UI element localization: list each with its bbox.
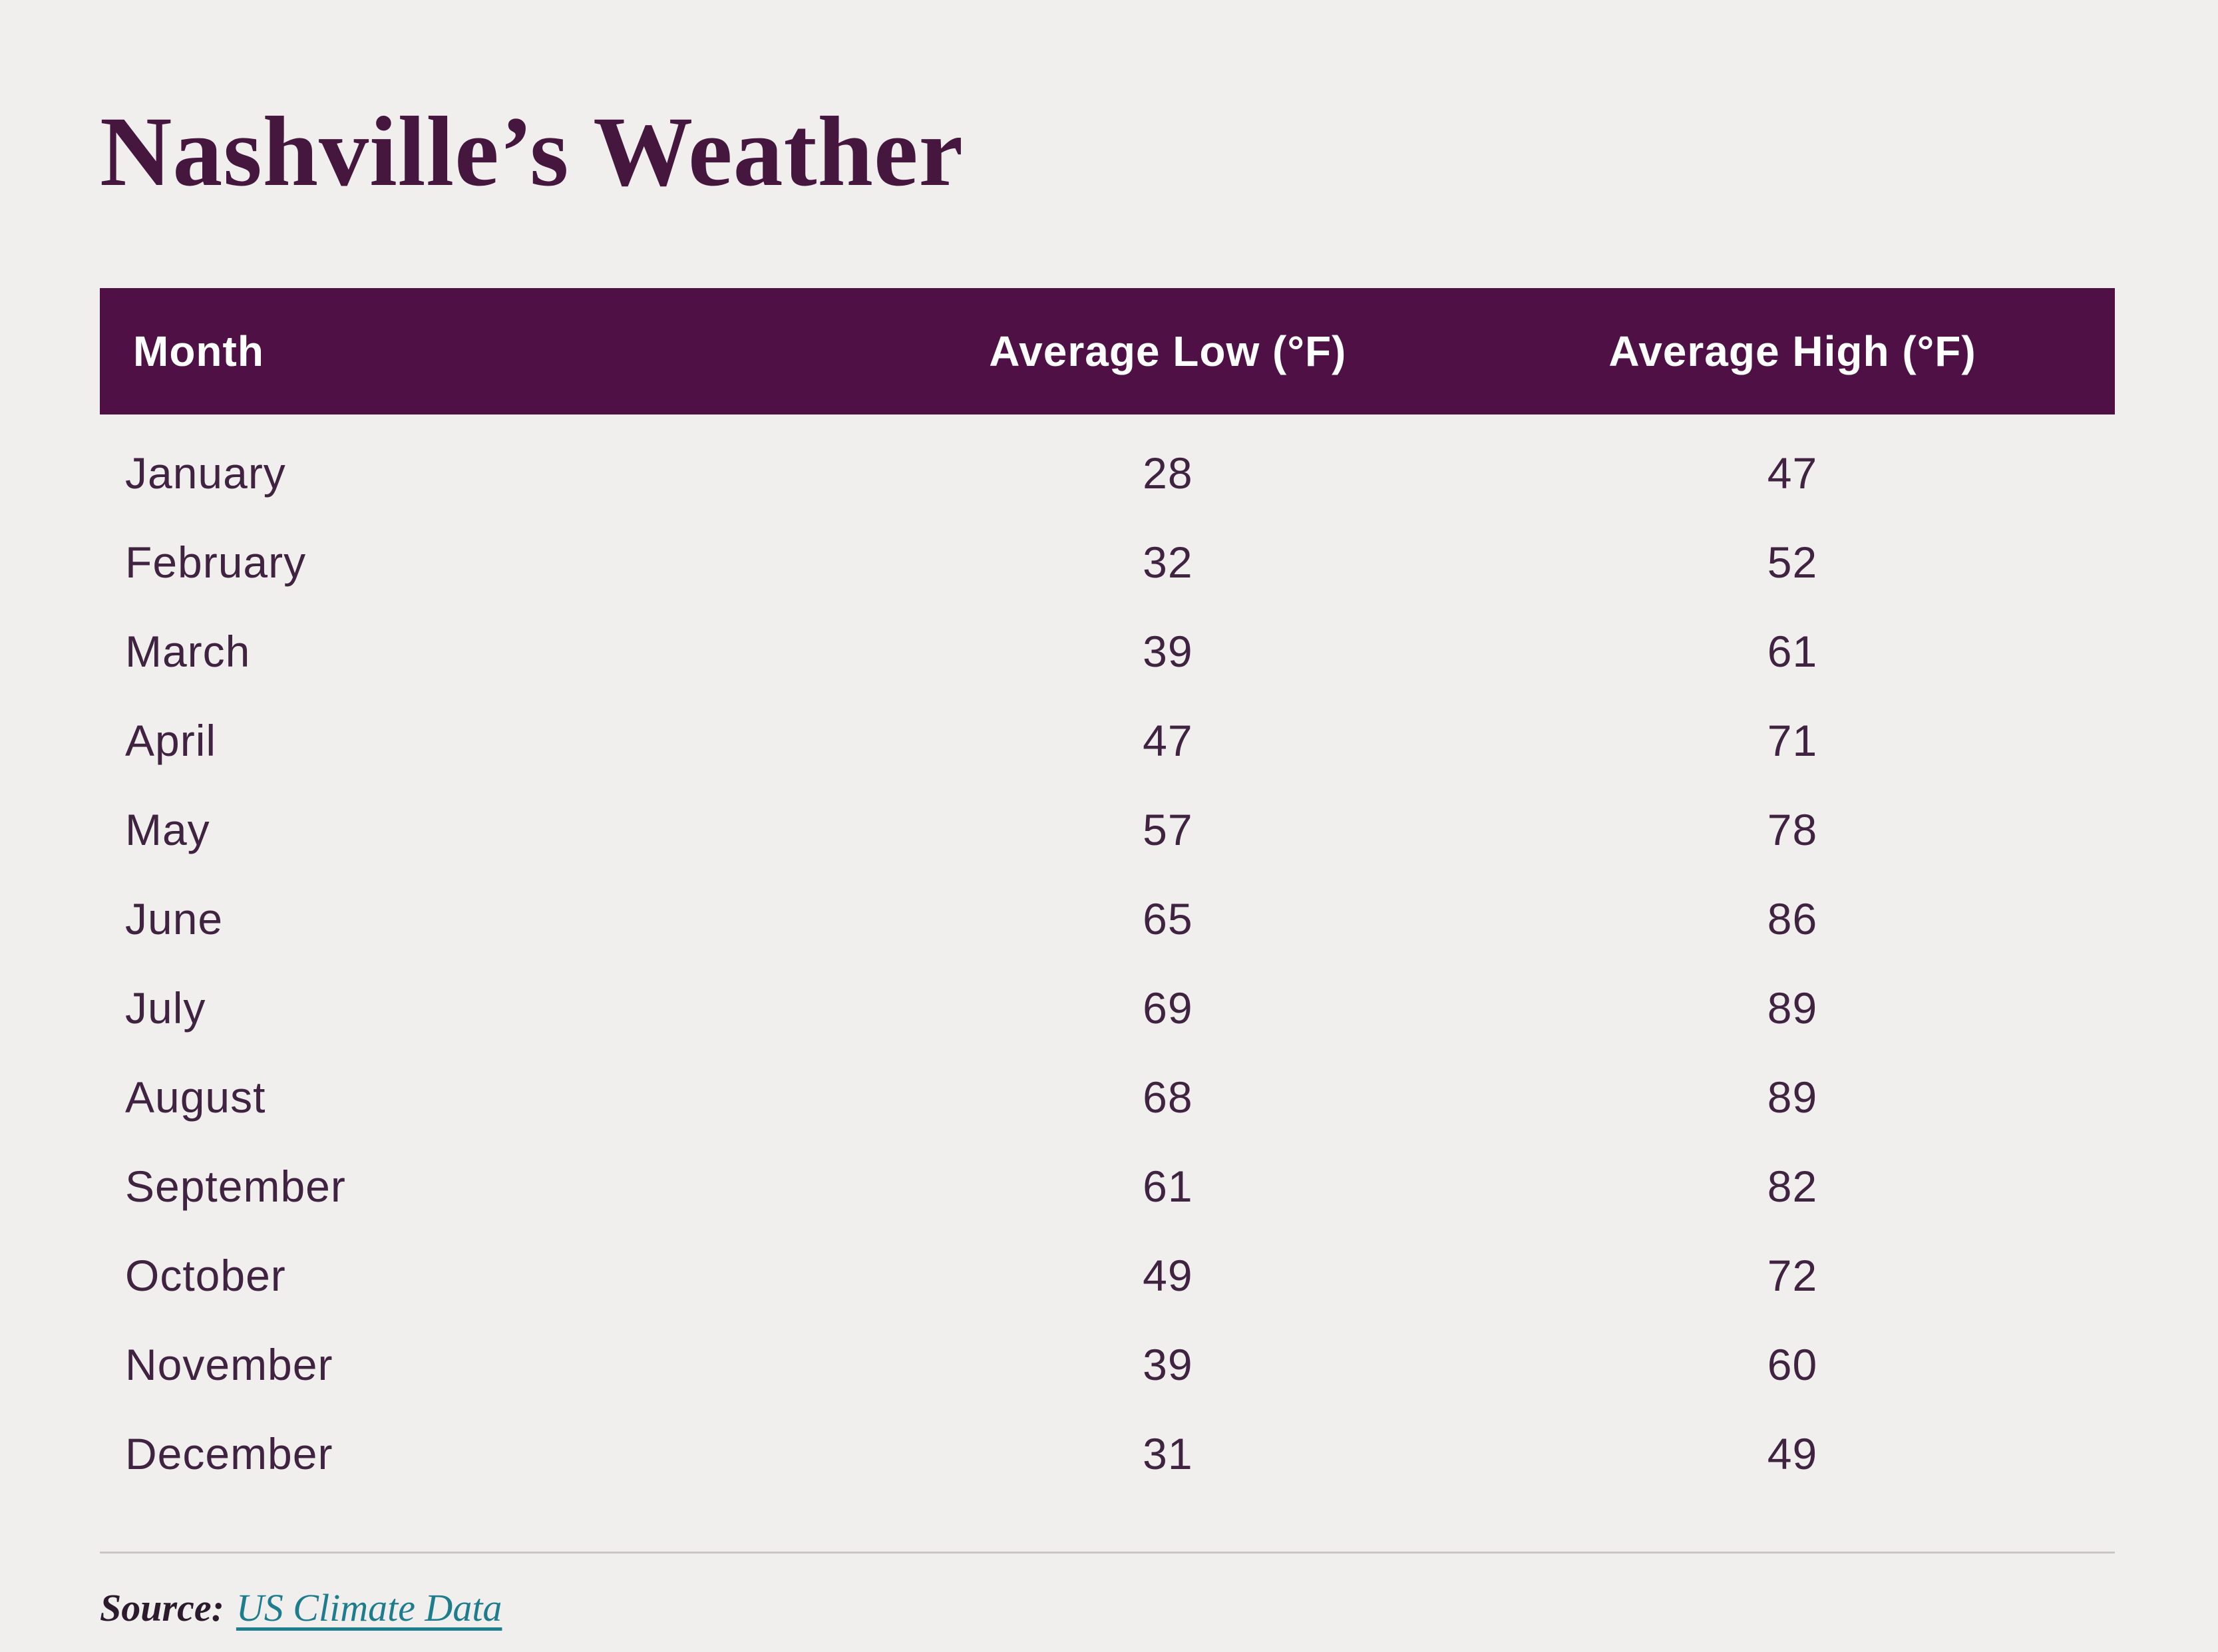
average-low-cell: 28	[1143, 448, 1193, 498]
average-low-cell: 61	[1143, 1161, 1193, 1211]
average-high-cell: 89	[1767, 1072, 1818, 1122]
source-link[interactable]: US Climate Data	[236, 1585, 502, 1629]
divider	[100, 1551, 2115, 1554]
average-low-cell: 68	[1143, 1072, 1193, 1122]
month-cell: March	[125, 626, 251, 676]
average-high-cell: 89	[1767, 983, 1818, 1033]
month-cell: August	[125, 1072, 266, 1122]
table-row: December 31 49	[100, 1409, 2115, 1498]
average-high-cell: 47	[1767, 448, 1818, 498]
column-header-average-low: Average Low (°F)	[865, 287, 1471, 414]
column-header-average-high: Average High (°F)	[1470, 287, 2115, 414]
average-high-cell: 61	[1767, 626, 1818, 676]
average-low-cell: 57	[1143, 804, 1193, 854]
table-row: February 32 52	[100, 518, 2115, 607]
table-row: September 61 82	[100, 1142, 2115, 1231]
month-cell: December	[125, 1428, 333, 1478]
header-row: Month Average Low (°F) Average High (°F)	[100, 287, 2115, 414]
average-low-cell: 32	[1143, 537, 1193, 587]
weather-table: Month Average Low (°F) Average High (°F)…	[100, 287, 2115, 1498]
average-high-cell: 71	[1767, 715, 1818, 765]
table-row: November 39 60	[100, 1320, 2115, 1409]
average-high-cell: 78	[1767, 804, 1818, 854]
month-cell: September	[125, 1161, 346, 1211]
average-low-cell: 47	[1143, 715, 1193, 765]
month-cell: October	[125, 1250, 286, 1300]
average-high-cell: 49	[1767, 1428, 1818, 1478]
table-row: October 49 72	[100, 1231, 2115, 1320]
table-row: May 57 78	[100, 785, 2115, 874]
source-label: Source:	[100, 1585, 224, 1629]
source-line: Source: US Climate Data	[100, 1585, 2115, 1630]
month-cell: July	[125, 983, 206, 1033]
average-high-cell: 60	[1767, 1339, 1818, 1389]
average-high-cell: 82	[1767, 1161, 1818, 1211]
month-cell: June	[125, 894, 224, 943]
table-row: July 69 89	[100, 963, 2115, 1053]
average-high-cell: 72	[1767, 1250, 1818, 1300]
month-cell: May	[125, 804, 210, 854]
table-body: January 28 47 February 32 52 March 39 61…	[100, 414, 2115, 1498]
table-row: January 28 47	[100, 414, 2115, 518]
column-header-month: Month	[100, 287, 866, 414]
month-cell: January	[125, 448, 286, 498]
page-title: Nashville’s Weather	[100, 96, 964, 207]
average-low-cell: 69	[1143, 983, 1193, 1033]
average-high-cell: 52	[1767, 537, 1818, 587]
average-low-cell: 31	[1143, 1428, 1193, 1478]
average-low-cell: 65	[1143, 894, 1193, 943]
average-low-cell: 39	[1143, 626, 1193, 676]
month-cell: April	[125, 715, 217, 765]
average-low-cell: 49	[1143, 1250, 1193, 1300]
average-high-cell: 86	[1767, 894, 1818, 943]
table-row: March 39 61	[100, 607, 2115, 696]
month-cell: November	[125, 1339, 333, 1389]
month-cell: February	[125, 537, 307, 587]
table-row: June 65 86	[100, 874, 2115, 963]
table-header: Month Average Low (°F) Average High (°F)	[100, 287, 2115, 414]
table-row: August 68 89	[100, 1053, 2115, 1142]
table-row: April 47 71	[100, 696, 2115, 785]
average-low-cell: 39	[1143, 1339, 1193, 1389]
